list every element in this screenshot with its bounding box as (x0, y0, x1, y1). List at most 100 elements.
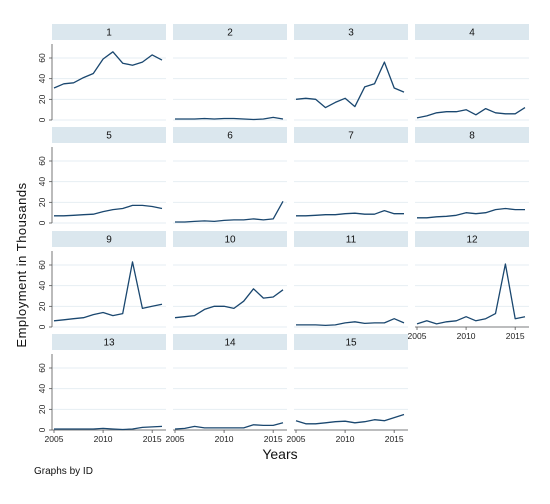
panel-plot-area (415, 247, 529, 327)
panel-plot-area (173, 40, 287, 120)
panel-title: 2 (227, 28, 233, 39)
panel-title: 5 (106, 131, 112, 142)
panel-5: 5 0 20 40 60 (37, 127, 166, 225)
series-line-5 (54, 204, 163, 217)
series-line-14 (174, 422, 284, 430)
series-line-1 (53, 51, 163, 89)
panel-strip (173, 24, 287, 40)
series-line-11 (296, 318, 405, 327)
y-tick-label: 60 (37, 260, 47, 270)
panel-11: 11 (294, 231, 408, 328)
panel-8: 8 (415, 127, 529, 224)
panel-plot-area (173, 247, 287, 327)
panel-10: 10 (173, 231, 287, 328)
panel-plot-area (294, 247, 408, 327)
series-line-15 (295, 413, 405, 425)
panel-7: 7 (294, 127, 408, 224)
panel-strip (415, 231, 529, 247)
panel-title: 14 (224, 338, 236, 349)
panel-title: 10 (224, 235, 236, 246)
panel-strip (294, 334, 408, 350)
panel-title: 8 (469, 131, 475, 142)
panel-plot-area (52, 143, 166, 223)
panel-strip (294, 24, 408, 40)
panel-title: 1 (106, 28, 112, 39)
panel-6: 6 (173, 127, 287, 224)
panel-4: 4 (415, 24, 529, 121)
panel-plot-area (173, 350, 287, 430)
y-tick-label: 60 (37, 53, 47, 63)
series-line-9 (53, 261, 163, 322)
x-tick-label: 2015 (506, 331, 525, 341)
x-tick-label: 2005 (166, 434, 185, 444)
panel-title: 15 (345, 338, 357, 349)
panel-title: 4 (469, 28, 475, 39)
y-tick-label: 0 (37, 427, 47, 432)
panel-title: 9 (106, 235, 112, 246)
panel-strip (294, 127, 408, 143)
x-tick-label: 2010 (457, 331, 476, 341)
x-axis-label: Years (262, 446, 297, 462)
panel-title: 7 (348, 131, 354, 142)
panel-strip (52, 127, 166, 143)
panel-strip (52, 231, 166, 247)
panel-strip (52, 24, 166, 40)
x-tick-label: 2015 (264, 434, 283, 444)
y-tick-label: 60 (37, 156, 47, 166)
panel-2: 2 (173, 24, 287, 121)
y-tick-label: 0 (37, 117, 47, 122)
x-tick-label: 2005 (408, 331, 427, 341)
x-tick-label: 2015 (385, 434, 404, 444)
y-tick-label: 20 (37, 301, 47, 311)
graphs-by-note: Graphs by ID (34, 466, 93, 477)
panel-strip (415, 127, 529, 143)
panel-plot-area (294, 350, 408, 430)
panel-plot-area (173, 143, 287, 223)
series-line-4 (416, 107, 526, 119)
y-tick-label: 0 (37, 324, 47, 329)
panel-strip (173, 334, 287, 350)
series-line-2 (175, 116, 284, 121)
y-tick-label: 20 (37, 197, 47, 207)
panel-15: 15 2005 2010 2015 (287, 334, 408, 444)
panel-title: 3 (348, 28, 354, 39)
panel-plot-area (52, 350, 166, 430)
panel-title: 11 (346, 235, 357, 246)
series-line-3 (295, 61, 405, 109)
panel-strip (415, 24, 529, 40)
panel-strip (52, 334, 166, 350)
panel-1: 1 0 20 40 60 (37, 24, 166, 122)
panel-title: 12 (466, 235, 478, 246)
x-tick-label: 2005 (45, 434, 64, 444)
y-tick-label: 20 (37, 404, 47, 414)
x-tick-label: 2010 (94, 434, 113, 444)
y-tick-label: 0 (37, 220, 47, 225)
series-line-13 (54, 425, 163, 431)
x-tick-label: 2010 (215, 434, 234, 444)
panel-12: 12 2005 2010 2015 (408, 231, 529, 341)
y-tick-label: 40 (37, 177, 47, 187)
panel-9: 9 0 20 40 60 (37, 231, 166, 329)
panel-title: 6 (227, 131, 233, 142)
y-tick-label: 40 (37, 384, 47, 394)
panel-13: 13 0 20 40 60 2005 2010 2015 (37, 334, 166, 444)
series-line-8 (417, 207, 525, 219)
panel-plot-area (415, 143, 529, 223)
series-line-10 (174, 288, 284, 319)
panel-plot-area (415, 40, 529, 120)
y-tick-label: 60 (37, 363, 47, 373)
y-axis-label: Employment in Thousands (14, 182, 29, 347)
panel-strip (173, 231, 287, 247)
series-line-6 (175, 200, 284, 223)
y-tick-label: 20 (37, 94, 47, 104)
x-tick-label: 2010 (336, 434, 355, 444)
panel-plot-area (52, 247, 166, 327)
y-tick-label: 40 (37, 74, 47, 84)
panel-plot-area (294, 143, 408, 223)
y-tick-label: 40 (37, 281, 47, 291)
panel-title: 13 (103, 338, 115, 349)
x-tick-label: 2005 (287, 434, 306, 444)
panel-plot-area (52, 40, 166, 120)
